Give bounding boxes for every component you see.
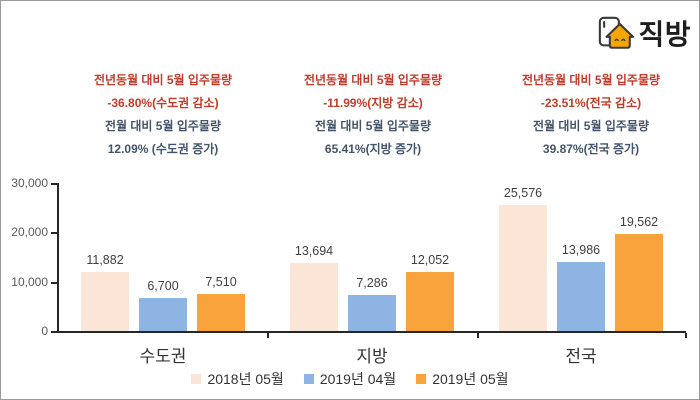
legend-item: 2019년 05월	[416, 369, 509, 389]
annotation-line-dark: 전월 대비 5월 입주물량	[314, 119, 432, 133]
legend-label: 2018년 05월	[207, 371, 284, 387]
bar-value-label: 7,510	[205, 275, 237, 289]
bar-value-label: 11,882	[86, 253, 124, 267]
legend-label: 2019년 04월	[319, 371, 397, 387]
bar-value-label: 13,694	[294, 244, 334, 258]
legend-item: 2019년 04월	[303, 369, 397, 389]
annotation-line-red: 전년동월 대비 5월 입주물량	[521, 73, 661, 87]
bar-지방-2019년 04월	[348, 295, 396, 331]
annotation-line-dark: 전월 대비 5월 입주물량	[104, 119, 222, 133]
bar-전국-2018년 05월	[499, 205, 547, 331]
zigbang-logo: 직방	[597, 13, 691, 53]
x-axis-tick	[685, 333, 687, 338]
annotation-line-red: 전년동월 대비 5월 입주물량	[303, 73, 443, 87]
annotation-line-red: 전년동월 대비 5월 입주물량	[93, 73, 233, 87]
legend-item: 2018년 05월	[191, 369, 284, 389]
bar-전국-2019년 05월	[615, 234, 663, 331]
category-label-지방: 지방	[356, 347, 388, 366]
y-axis-tick-label: 0	[41, 324, 48, 338]
category-label-전국: 전국	[565, 347, 597, 366]
bar-value-label: 25,576	[503, 186, 543, 200]
legend-swatch	[191, 374, 202, 384]
y-axis-tick	[51, 183, 58, 185]
annotation-block: 전년동월 대비 5월 입주물량 -11.99%(지방 감소) 전월 대비 5월 입주…	[253, 69, 493, 161]
annotation-line-red: -11.99%(지방 감소)	[323, 96, 423, 110]
chart-legend: 2018년 05월 2019년 04월 2019년 05월	[1, 369, 699, 389]
y-axis-tick	[51, 232, 58, 235]
bar-수도권-2019년 05월	[197, 294, 245, 331]
annotation-block: 전년동월 대비 5월 입주물량 -23.51%(전국 감소) 전월 대비 5월 입주…	[471, 69, 699, 161]
bar-수도권-2019년 04월	[139, 298, 187, 331]
annotation-line-dark: 65.41%(지방 증가)	[324, 142, 422, 156]
legend-label: 2019년 05월	[432, 371, 509, 387]
bar-value-label: 12,052	[410, 253, 450, 267]
zigbang-logo-text: 직방	[638, 19, 691, 50]
zigbang-house-icon	[599, 16, 635, 49]
bar-value-label: 6,700	[147, 279, 179, 293]
legend-swatch	[416, 374, 427, 384]
y-axis-tick	[51, 281, 58, 284]
annotation-block: 전년동월 대비 5월 입주물량 -36.80%(수도권 감소) 전월 대비 5월 입…	[43, 69, 283, 161]
y-axis-tick	[51, 331, 58, 333]
y-axis-tick-label: 10,000	[11, 274, 48, 289]
x-axis-tick	[477, 333, 479, 338]
bar-지방-2018년 05월	[290, 263, 338, 331]
bar-수도권-2018년 05월	[81, 272, 129, 331]
bar-value-label: 19,562	[619, 215, 659, 229]
bar-지방-2019년 05월	[406, 272, 454, 331]
y-axis-tick-label: 20,000	[11, 225, 48, 240]
annotation-line-dark: 12.09% (수도권 증가)	[107, 142, 219, 156]
legend-swatch	[303, 374, 314, 384]
y-axis-line	[57, 183, 59, 333]
x-axis-line	[57, 331, 686, 333]
annotation-line-red: -36.80%(수도권 감소)	[107, 96, 219, 110]
category-label-수도권: 수도권	[139, 347, 187, 366]
bar-value-label: 7,286	[356, 276, 388, 290]
bar-value-label: 13,986	[561, 243, 601, 257]
annotation-line-red: -23.51%(전국 감소)	[540, 96, 642, 110]
annotation-line-dark: 전월 대비 5월 입주물량	[532, 119, 650, 133]
y-axis-tick-label: 30,000	[11, 176, 48, 190]
annotation-line-dark: 39.87%(전국 증가)	[542, 142, 640, 156]
bar-전국-2019년 04월	[557, 262, 605, 331]
x-axis-tick	[267, 333, 269, 338]
